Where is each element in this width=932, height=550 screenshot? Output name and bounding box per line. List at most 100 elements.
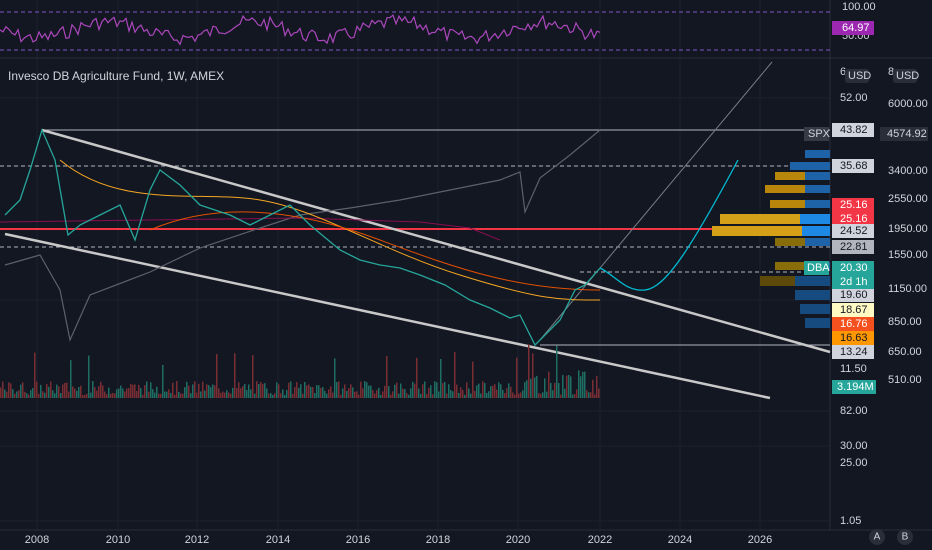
axis-label: 30.00 [840, 440, 868, 452]
volume-bar [598, 388, 600, 398]
volume-bar [254, 393, 256, 398]
volume-bar [96, 390, 98, 398]
volume-bar [124, 391, 126, 398]
symbol: DBA [807, 262, 830, 274]
volume-bar [448, 384, 450, 398]
volume-bar [158, 393, 160, 398]
volume-bar [370, 385, 372, 398]
volume-bar [508, 383, 510, 398]
volume-bar [342, 388, 344, 398]
price-tag-label: 13.24 [840, 346, 868, 358]
time-label: 2020 [506, 534, 530, 546]
volume-bar [264, 383, 266, 398]
volume-bar [308, 384, 310, 398]
volume-bar [436, 382, 438, 398]
price-tag [832, 159, 874, 173]
volume-bar [406, 393, 408, 398]
volume-bar [58, 386, 60, 398]
volume-bar [592, 379, 594, 398]
countdown-tag [832, 275, 874, 289]
symbol-tag [804, 127, 829, 141]
volume-bar [450, 390, 452, 398]
volume-bar [382, 391, 384, 398]
volume-bar [490, 386, 492, 398]
axis-label: 6 [840, 66, 846, 78]
volume-bar [494, 384, 496, 398]
volume-bar [510, 386, 512, 398]
spx-axis-label: 1150.00 [888, 283, 927, 295]
volume-bar [346, 390, 348, 398]
volume-bar [574, 394, 576, 398]
volume-bar [414, 383, 416, 398]
button-b[interactable] [897, 529, 913, 545]
volume-bar [20, 384, 22, 398]
trend-line [539, 61, 773, 341]
volume-bar [350, 384, 352, 398]
time-label: 2022 [588, 534, 612, 546]
volume-bar [550, 383, 552, 398]
volume-bar [2, 381, 4, 398]
volume-bar [284, 394, 286, 398]
volume-bar [392, 391, 394, 398]
volume-bar [398, 393, 400, 398]
volume-bar [542, 392, 544, 398]
price-tag [832, 224, 874, 238]
price-tag-label: 22.81 [840, 241, 868, 253]
spx-axis-label: 850.00 [888, 316, 922, 328]
spx-axis-label: 3400.00 [888, 165, 928, 177]
volume-bar [318, 385, 320, 398]
volume-bar [452, 391, 454, 398]
volume-bar [344, 384, 346, 398]
volume-bar [50, 381, 52, 398]
price-tag [832, 331, 874, 345]
volume-bar [432, 394, 434, 398]
currency-button[interactable] [893, 69, 917, 83]
volume-bar [580, 376, 582, 398]
volume-bar [146, 381, 148, 398]
volume-bar [540, 393, 542, 398]
volume-bar [4, 389, 6, 398]
volume-bar [426, 394, 428, 398]
volume-bar [246, 390, 248, 398]
volume-bar [106, 394, 108, 398]
volume-bar [26, 393, 28, 398]
volume-bar [332, 392, 334, 398]
volume-bar [218, 388, 220, 398]
volume-bar [104, 391, 106, 398]
volume-bar [166, 391, 168, 398]
volume-bar [174, 394, 176, 398]
volume-bar [154, 392, 156, 398]
button-a[interactable] [869, 529, 885, 545]
volume-bar [242, 386, 244, 398]
volume-bar [144, 385, 146, 398]
volume-bar [260, 382, 262, 398]
spx-line [4, 129, 601, 342]
volume-bar [232, 387, 234, 398]
axis-label: 52.00 [840, 92, 868, 104]
volume-bar [28, 394, 30, 398]
volume-bar [138, 384, 140, 398]
volume-bar [282, 389, 284, 398]
volume-bar [434, 381, 436, 398]
volume-bar [446, 393, 448, 398]
volume-bar [454, 352, 456, 398]
volume-bar [548, 371, 550, 398]
currency-button[interactable] [845, 69, 869, 83]
volume-bar [56, 384, 58, 398]
volume-bar [526, 380, 528, 398]
volume-bar [486, 392, 488, 398]
volume-bar [80, 385, 82, 398]
volume-bar [188, 385, 190, 398]
volume-bar [16, 391, 18, 398]
volume-bar [532, 353, 534, 398]
volume-bar [498, 382, 500, 398]
volume-bar [314, 393, 316, 398]
volume-bar [438, 391, 440, 398]
volume-bar [324, 390, 326, 398]
volume-bar [502, 389, 504, 398]
red-ma [0, 217, 501, 241]
volume-value: 3.194M [837, 381, 874, 393]
volume-bar [238, 382, 240, 398]
volume-bar [488, 391, 490, 398]
volume-bar [416, 357, 418, 398]
